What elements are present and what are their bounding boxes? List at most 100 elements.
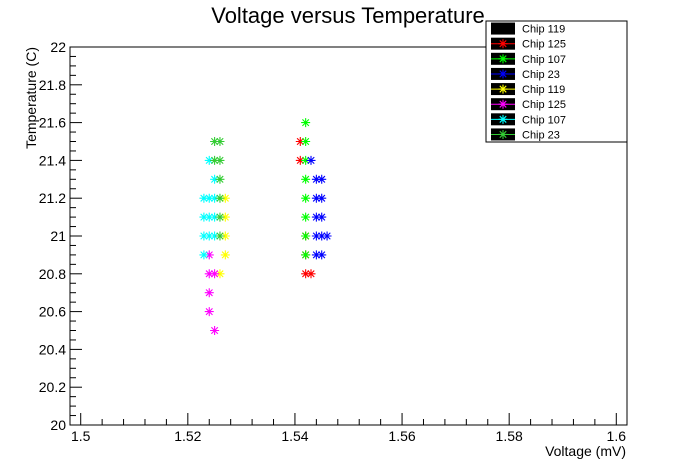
legend-label: Chip 119: [522, 24, 565, 36]
data-point: [199, 212, 209, 222]
data-point: [215, 193, 225, 203]
data-point: [498, 54, 508, 64]
data-point: [204, 250, 214, 260]
x-axis-label: Voltage (mV): [545, 443, 626, 459]
data-point: [311, 174, 321, 184]
data-point: [204, 212, 214, 222]
data-point: [210, 231, 220, 241]
y-tick-label: 20.8: [39, 266, 66, 282]
data-point: [498, 39, 508, 49]
data-point: [215, 231, 225, 241]
series-points: [199, 155, 220, 260]
legend-label: Chip 119: [522, 84, 565, 96]
data-point: [295, 137, 305, 146]
y-tick-label: 21.6: [39, 115, 66, 131]
data-point: [204, 288, 214, 298]
data-point: [498, 114, 508, 124]
data-point: [301, 231, 311, 241]
data-point: [306, 269, 316, 279]
data-point: [317, 212, 327, 222]
data-point: [317, 250, 327, 260]
legend-label: Chip 125: [522, 39, 566, 51]
data-points: [199, 118, 332, 335]
data-point: [210, 174, 220, 184]
data-point: [215, 137, 225, 146]
data-point: [215, 174, 225, 184]
legend-label: Chip 107: [522, 54, 566, 66]
y-tick-label: 22: [50, 39, 66, 55]
data-point: [301, 155, 311, 165]
data-point: [317, 174, 327, 184]
data-point: [210, 193, 220, 203]
data-point: [301, 212, 311, 222]
data-point: [317, 193, 327, 203]
x-tick-label: 1.52: [174, 428, 201, 444]
legend-label: Chip 107: [522, 114, 566, 126]
data-point: [301, 137, 311, 146]
series-points: [301, 118, 311, 260]
data-point: [204, 269, 214, 279]
data-point: [301, 250, 311, 260]
series-points: [210, 137, 225, 241]
data-point: [301, 118, 311, 128]
data-point: [301, 193, 311, 203]
data-point: [210, 269, 220, 279]
y-tick-label: 21.8: [39, 77, 66, 93]
data-point: [498, 24, 508, 34]
data-point: [210, 212, 220, 222]
y-tick-label: 21: [50, 228, 66, 244]
x-tick-label: 1.6: [607, 428, 627, 444]
data-point: [215, 269, 225, 279]
y-tick-label: 20.4: [39, 341, 66, 357]
legend-label: Chip 23: [522, 129, 560, 141]
data-point: [220, 250, 230, 260]
series-points: [306, 155, 332, 260]
data-point: [322, 231, 332, 241]
y-tick-label: 21.4: [39, 152, 66, 168]
data-point: [498, 99, 508, 109]
data-point: [215, 155, 225, 165]
y-axis-label: Temperature (C): [23, 47, 39, 149]
data-point: [311, 193, 321, 203]
data-point: [204, 193, 214, 203]
data-point: [311, 250, 321, 260]
y-tick-label: 20.2: [39, 379, 66, 395]
data-point: [498, 129, 508, 139]
series-points: [204, 250, 220, 335]
x-tick-label: 1.58: [496, 428, 523, 444]
data-point: [199, 193, 209, 203]
data-point: [317, 231, 327, 241]
y-tick-label: 20.6: [39, 304, 66, 320]
data-point: [498, 69, 508, 79]
y-tick-label: 21.2: [39, 190, 66, 206]
axes: 1.5 1.52 1.54 1.56 1.58 1.6 20 20.2 20.4 20.6 20.8…: [39, 39, 626, 444]
data-point: [220, 212, 230, 222]
x-tick-label: 1.54: [281, 428, 308, 444]
legend-label: Chip 125: [522, 99, 566, 111]
legend: Chip 119 Chip 125 Chip 107 Chip 23 Chip 119 C…: [485, 20, 628, 143]
data-point: [210, 326, 220, 335]
chart-title: Voltage versus Temperature: [211, 3, 485, 28]
legend-label: Chip 23: [522, 69, 560, 81]
data-point: [311, 212, 321, 222]
data-point: [199, 231, 209, 241]
y-tick-label: 20: [50, 417, 66, 433]
data-point: [210, 155, 220, 165]
data-point: [204, 155, 214, 165]
x-tick-label: 1.56: [388, 428, 415, 444]
data-point: [220, 193, 230, 203]
series-points: [215, 193, 230, 279]
data-point: [301, 269, 311, 279]
data-point: [498, 84, 508, 94]
data-point: [295, 155, 305, 165]
data-point: [204, 231, 214, 241]
data-point: [311, 231, 321, 241]
data-point: [306, 155, 316, 165]
data-point: [199, 250, 209, 260]
x-tick-label: 1.5: [71, 428, 91, 444]
data-point: [210, 137, 220, 146]
data-point: [204, 307, 214, 317]
data-point: [301, 174, 311, 184]
data-point: [215, 212, 225, 222]
